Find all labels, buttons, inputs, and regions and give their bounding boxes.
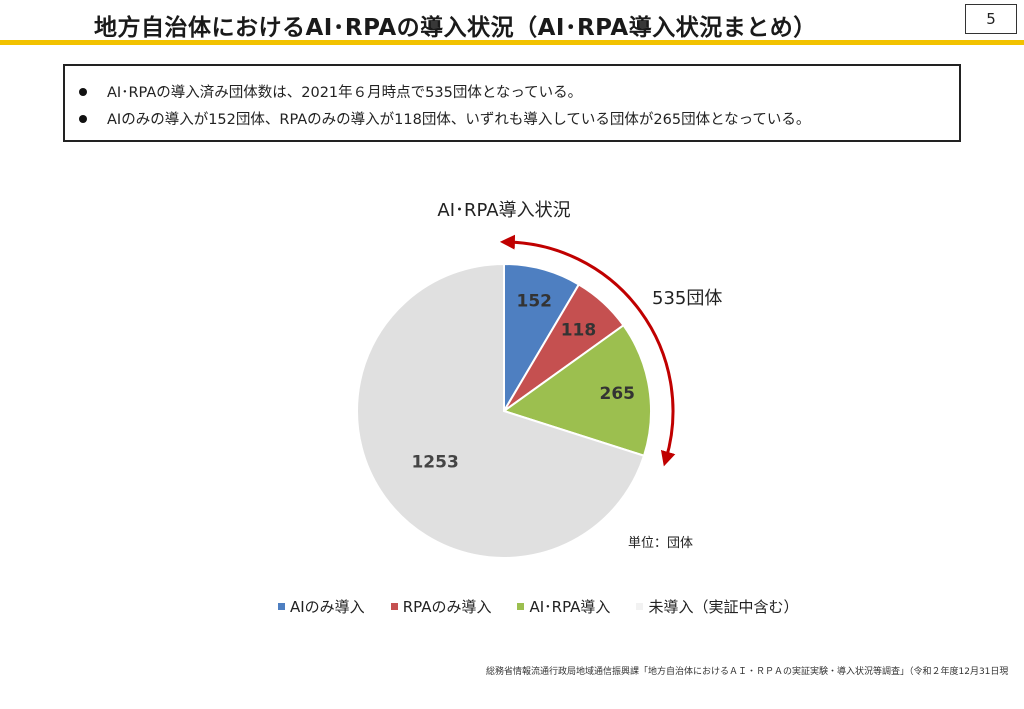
page-title: 地方自治体におけるAI･RPAの導入状況（AI･RPA導入状況まとめ） bbox=[94, 15, 817, 41]
legend-item: 未導入（実証中含む） bbox=[636, 596, 798, 617]
legend-label: AI･RPA導入 bbox=[529, 598, 611, 616]
pie-slice-value-label: 265 bbox=[600, 384, 636, 404]
legend-swatch bbox=[390, 603, 398, 610]
bullet-dot-icon bbox=[79, 114, 87, 123]
source-note: 総務省情報流通行政局地域通信振興課「地方自治体におけるＡＩ・ＲＰＡの実証実験・導… bbox=[486, 667, 1008, 677]
summary-bullet-text: AIのみの導入が152団体、RPAのみの導入が118団体、いずれも導入している団… bbox=[107, 112, 811, 128]
legend-item: RPAのみ導入 bbox=[390, 596, 492, 617]
legend-swatch bbox=[517, 603, 525, 610]
legend-label: AIのみ導入 bbox=[290, 598, 365, 616]
legend-swatch bbox=[636, 603, 644, 610]
total-annotation: 535団体 bbox=[652, 288, 722, 309]
summary-box: AI･RPAの導入済み団体数は、2021年６月時点で535団体となっている。 A… bbox=[63, 64, 961, 142]
legend-swatch bbox=[278, 603, 285, 610]
page-number: 5 bbox=[965, 4, 1017, 34]
chart-title: AI･RPA導入状況 bbox=[437, 200, 570, 221]
legend-label: RPAのみ導入 bbox=[402, 598, 492, 616]
title-underline bbox=[0, 40, 1024, 45]
chart-legend: AIのみ導入 RPAのみ導入 AI･RPA導入 未導入（実証中含む） bbox=[278, 596, 824, 617]
legend-item: AI･RPA導入 bbox=[517, 596, 610, 617]
pie-slice-value-label: 118 bbox=[561, 321, 597, 341]
summary-bullet: AIのみの導入が152団体、RPAのみの導入が118団体、いずれも導入している団… bbox=[79, 105, 959, 132]
legend-label: 未導入（実証中含む） bbox=[648, 598, 799, 616]
summary-bullet-text: AI･RPAの導入済み団体数は、2021年６月時点で535団体となっている。 bbox=[107, 85, 583, 101]
bullet-dot-icon bbox=[79, 87, 87, 96]
pie-slices bbox=[356, 262, 652, 559]
legend-item: AIのみ導入 bbox=[278, 596, 365, 617]
pie-slice-value-label: 1253 bbox=[411, 452, 458, 472]
unit-label: 単位：団体 bbox=[628, 535, 693, 551]
pie-slice-value-label: 152 bbox=[517, 291, 553, 311]
summary-bullet: AI･RPAの導入済み団体数は、2021年６月時点で535団体となっている。 bbox=[79, 78, 959, 105]
total-arrow bbox=[499, 234, 676, 467]
